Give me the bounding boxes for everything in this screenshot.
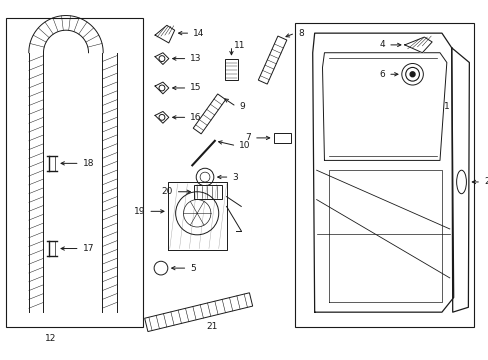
- Text: 18: 18: [82, 159, 94, 168]
- Circle shape: [159, 114, 164, 120]
- Text: 8: 8: [297, 29, 303, 38]
- Text: 3: 3: [232, 172, 238, 181]
- Polygon shape: [144, 293, 252, 332]
- Text: 11: 11: [234, 41, 245, 50]
- Circle shape: [154, 261, 167, 275]
- Text: 4: 4: [379, 40, 385, 49]
- Bar: [273, 133, 290, 143]
- Text: 14: 14: [193, 29, 204, 38]
- Polygon shape: [404, 37, 431, 53]
- Circle shape: [409, 72, 414, 77]
- Text: 1: 1: [443, 102, 449, 111]
- Text: 16: 16: [190, 113, 202, 122]
- Bar: [194, 185, 221, 199]
- Text: 12: 12: [44, 334, 56, 343]
- Polygon shape: [193, 94, 225, 134]
- Text: 20: 20: [161, 187, 172, 196]
- Text: 19: 19: [134, 207, 145, 216]
- Circle shape: [159, 85, 164, 91]
- Circle shape: [196, 168, 213, 186]
- Bar: [294, 23, 473, 327]
- Text: 10: 10: [239, 141, 250, 150]
- Circle shape: [401, 63, 423, 85]
- Bar: [6, 18, 143, 327]
- Text: 13: 13: [190, 54, 202, 63]
- Text: 17: 17: [82, 244, 94, 253]
- Text: 7: 7: [245, 134, 250, 143]
- Text: 2: 2: [483, 177, 488, 186]
- Bar: [224, 59, 238, 80]
- Text: 6: 6: [379, 70, 385, 79]
- Text: 5: 5: [190, 264, 196, 273]
- Polygon shape: [258, 36, 286, 84]
- Text: 9: 9: [239, 102, 244, 111]
- Circle shape: [159, 56, 164, 62]
- Polygon shape: [155, 25, 174, 43]
- Text: 21: 21: [206, 322, 217, 331]
- Text: 15: 15: [190, 84, 202, 93]
